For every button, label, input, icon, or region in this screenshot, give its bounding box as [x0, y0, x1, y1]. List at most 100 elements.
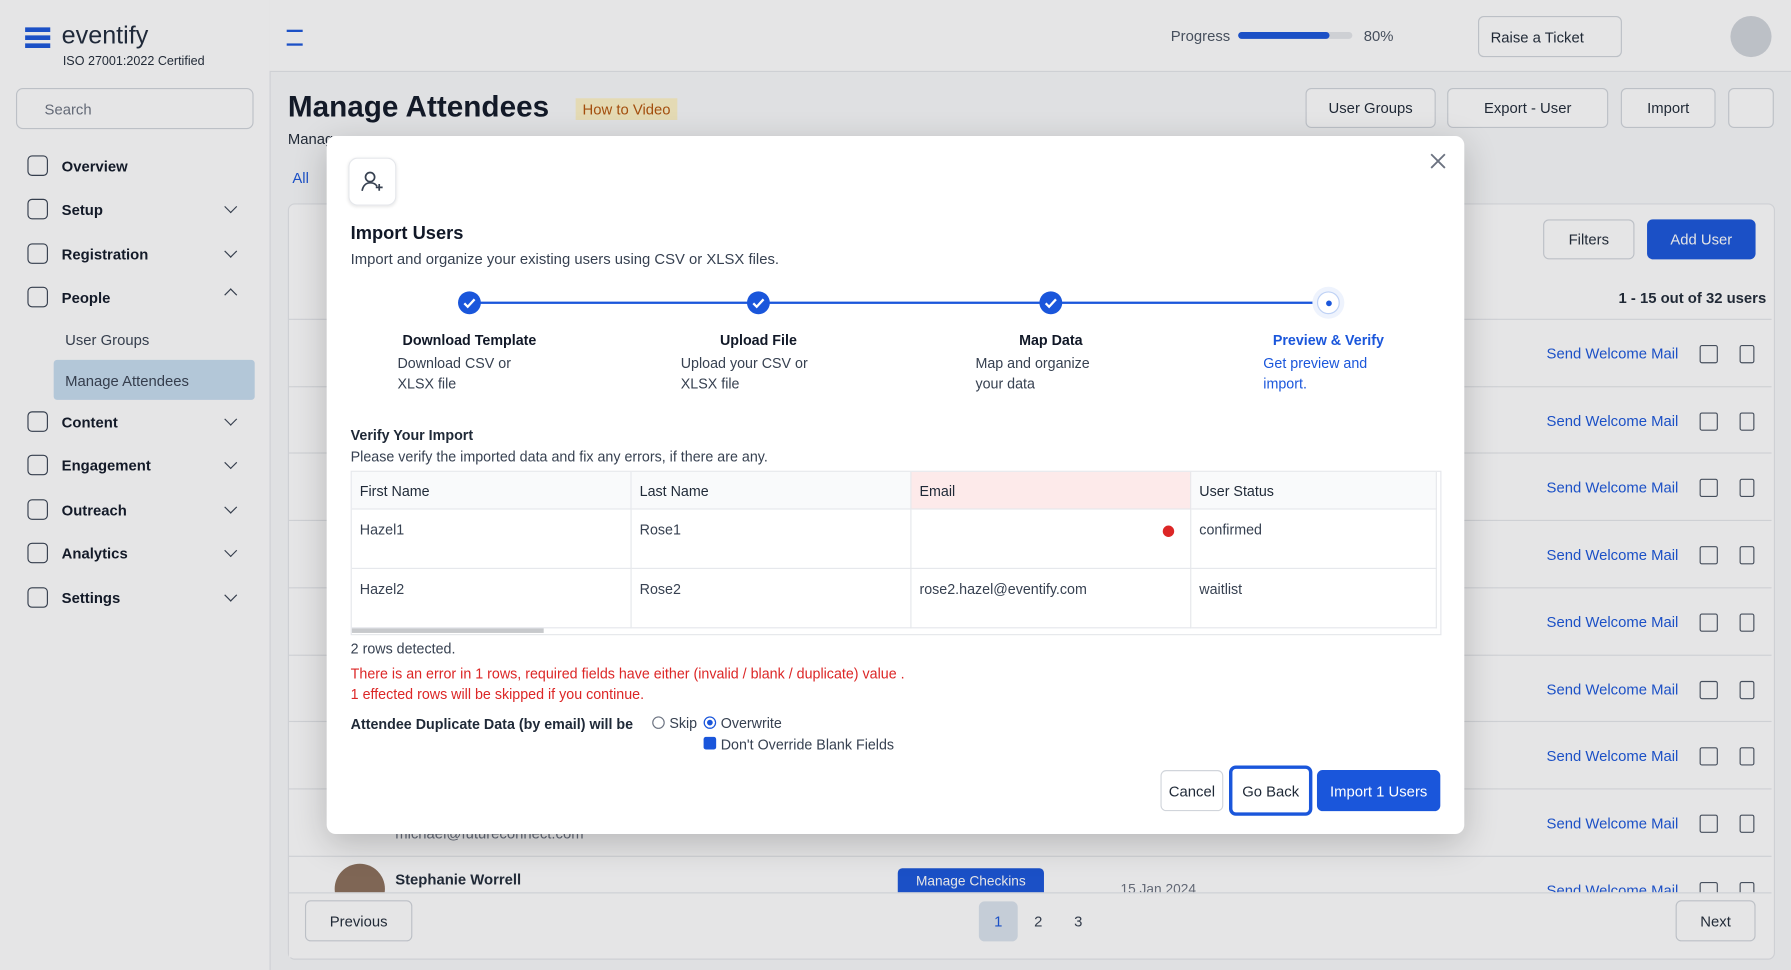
nav-icon	[27, 454, 48, 476]
nav-icon	[27, 411, 48, 432]
checkins-button[interactable]: Manage Checkins	[897, 868, 1044, 894]
add-user-button[interactable]: Add User	[1647, 219, 1756, 260]
radio-label: Overwrite	[720, 715, 782, 732]
send-welcome-mail[interactable]: Send Welcome Mail	[1546, 345, 1679, 363]
nav-item[interactable]: Analytics	[61, 544, 128, 563]
edit-icon	[1699, 412, 1718, 431]
count: 1 - 15 out of 32 users	[1618, 289, 1767, 307]
attendee-name: Stephanie Worrell	[395, 870, 522, 888]
cell	[631, 568, 912, 629]
radio[interactable]	[652, 716, 665, 729]
menu-icon	[286, 29, 303, 46]
step-title: Upload File	[719, 332, 797, 349]
nav-item[interactable]: Setup	[61, 201, 103, 219]
cell-text: rose2.hazel@eventify.com	[919, 581, 1087, 598]
action-button[interactable]: Export - User	[1447, 87, 1609, 128]
edit-icon	[1699, 814, 1718, 833]
verify-description: Please verify the imported data and fix …	[350, 449, 768, 465]
send-welcome-mail[interactable]: Send Welcome Mail	[1546, 814, 1679, 832]
nav-item[interactable]: Registration	[61, 245, 149, 263]
send-welcome-mail[interactable]: Send Welcome Mail	[1546, 613, 1679, 631]
tab-all[interactable]: All	[292, 169, 309, 187]
settings-button[interactable]	[1728, 87, 1774, 128]
subnav-item[interactable]: User Groups	[65, 331, 150, 349]
close-icon[interactable]	[1430, 153, 1446, 169]
cell	[631, 509, 912, 569]
column-header	[1191, 471, 1437, 510]
cell-text: Hazel1	[359, 522, 405, 539]
column-header	[911, 471, 1192, 510]
column-header-text: Last Name	[639, 483, 709, 500]
pagination-bar	[288, 892, 1772, 958]
nav-item[interactable]: Outreach	[61, 501, 127, 519]
nav-icon	[27, 198, 48, 220]
column-header	[631, 471, 912, 510]
import-button[interactable]: Import 1 Users	[1316, 770, 1441, 812]
error-message: There is an error in 1 rows, required fi…	[350, 666, 905, 683]
nav-icon	[27, 155, 48, 176]
nav-item[interactable]: Settings	[61, 589, 121, 607]
ticket-button[interactable]: Raise a Ticket	[1478, 15, 1622, 58]
data-table: First Name Last Name Email User Status Hazel…	[350, 470, 1442, 636]
cell-text: Hazel2	[359, 581, 405, 598]
radio[interactable]	[703, 716, 717, 729]
cell-text: Rose1	[639, 522, 681, 539]
action-button[interactable]: User Groups	[1305, 87, 1436, 128]
checkbox-label: Don't Override Blank Fields	[720, 736, 895, 753]
rows-detected: 2 rows detected.	[350, 640, 456, 657]
subnav-item[interactable]: Manage Attendees	[65, 372, 189, 390]
page-number[interactable]: 2	[1034, 912, 1043, 930]
close-button[interactable]	[1430, 150, 1451, 171]
send-welcome-mail[interactable]: Send Welcome Mail	[1546, 747, 1679, 765]
send-welcome-mail[interactable]: Send Welcome Mail	[1546, 479, 1679, 497]
edit-icon	[1699, 613, 1718, 632]
import-modal: Import Users Import and organize your exi…	[326, 135, 1465, 835]
column-header-text: First Name	[359, 483, 430, 500]
checkbox[interactable]	[703, 736, 717, 750]
go-back-button[interactable]: Go Back	[1229, 765, 1313, 816]
sidebar: eventify ISO 27001:2022 Certified Search…	[0, 0, 271, 970]
video-link[interactable]: How to Video	[575, 98, 678, 120]
nav-item[interactable]: Engagement	[61, 457, 151, 475]
error-icon	[1162, 525, 1175, 537]
brand-cert: ISO 27001:2022 Certified	[62, 54, 205, 69]
search-box[interactable]: Search	[15, 87, 254, 130]
avatar	[1730, 15, 1772, 58]
step-circle	[458, 291, 481, 315]
nav-item[interactable]: Overview	[61, 157, 128, 175]
step-line	[469, 301, 1329, 304]
next-button[interactable]: Next	[1675, 900, 1756, 942]
column-header-text: User Status	[1199, 483, 1274, 500]
send-welcome-mail[interactable]: Send Welcome Mail	[1546, 546, 1679, 564]
filters-button[interactable]: Filters	[1543, 219, 1635, 260]
cell-text: waitlist	[1199, 581, 1243, 598]
page-number[interactable]: 1	[978, 901, 1018, 942]
nav-item[interactable]: Content	[61, 413, 118, 431]
action-button[interactable]: Import	[1620, 87, 1716, 128]
send-welcome-mail[interactable]: Send Welcome Mail	[1546, 412, 1679, 430]
cell-text: confirmed	[1199, 522, 1263, 539]
modal-title: Import Users	[350, 223, 464, 244]
delete-icon	[1739, 613, 1755, 632]
step-circle	[746, 291, 770, 315]
progress-text: 80%	[1363, 27, 1394, 45]
send-welcome-mail[interactable]: Send Welcome Mail	[1546, 680, 1679, 698]
nav-item[interactable]: People	[61, 289, 111, 307]
row-line	[288, 855, 1772, 857]
cancel-button[interactable]: Cancel	[1160, 770, 1224, 812]
previous-button[interactable]: Previous	[304, 900, 413, 942]
step-description: Upload your CSV or XLSX file	[680, 355, 808, 392]
delete-icon	[1739, 747, 1755, 766]
cell-text: Rose2	[639, 581, 681, 598]
radio-label: Skip	[669, 715, 698, 732]
modal-icon	[348, 157, 397, 206]
progress-label: Progress	[1170, 27, 1231, 45]
cell	[911, 509, 1192, 569]
verify-title: Verify Your Import	[350, 427, 474, 444]
page-number[interactable]: 3	[1074, 912, 1083, 930]
step-circle	[1039, 291, 1063, 315]
active-bg	[53, 359, 255, 400]
nav-icon	[27, 499, 48, 520]
